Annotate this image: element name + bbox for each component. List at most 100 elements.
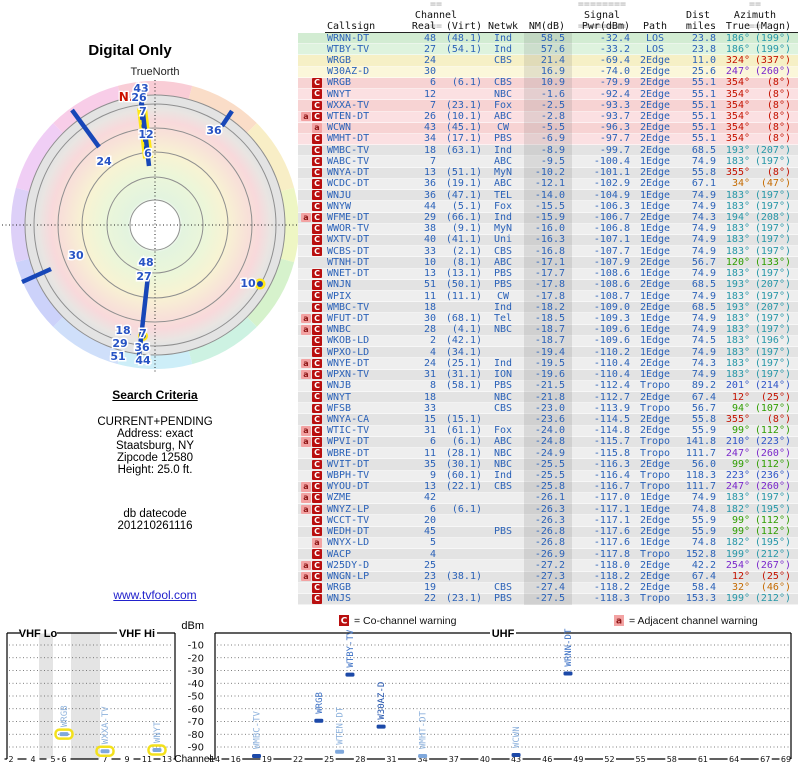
cell-az: 223° bbox=[725, 470, 750, 482]
table-row: C WNJU 36 (47.1) TEL -14.0 -104.9 1Edge 74.9 183°… bbox=[298, 189, 798, 202]
cell-path: 2Edge bbox=[639, 111, 671, 123]
station-bar bbox=[511, 753, 521, 758]
cell-nm: -15.9 bbox=[524, 212, 572, 224]
co-channel-badge: C bbox=[312, 493, 322, 503]
cell-mag: (107°) bbox=[754, 402, 791, 414]
col-true: True bbox=[725, 21, 750, 32]
rim-sector bbox=[53, 316, 122, 365]
cell-pwr: -92.4 bbox=[599, 88, 630, 100]
cell-pwr: -117.6 bbox=[593, 526, 630, 538]
cell-az: 247° bbox=[725, 447, 750, 459]
cell-az: 182° bbox=[725, 537, 750, 549]
cell-az: 247° bbox=[725, 66, 750, 78]
cell-real: 18 bbox=[423, 301, 436, 313]
cell-nm: -10.2 bbox=[524, 167, 572, 179]
cell-virt: (63.1) bbox=[445, 144, 482, 156]
cell-pwr: -107.1 bbox=[593, 234, 630, 246]
cell-net: Ind bbox=[493, 301, 513, 313]
radar-channel-label: 12 bbox=[138, 128, 153, 141]
cell-mi: 89.2 bbox=[691, 380, 716, 392]
cell-nm: -17.1 bbox=[524, 256, 572, 269]
cell-pwr: -93.7 bbox=[599, 111, 630, 123]
cell-virt: (19.1) bbox=[445, 178, 482, 190]
cell-call: WRGB bbox=[327, 77, 352, 89]
station-label: WXXA-TV bbox=[101, 706, 111, 745]
radar-channel-label: 7 bbox=[139, 105, 147, 118]
cell-az: 354° bbox=[725, 133, 750, 145]
channel-tick-label: 7 bbox=[102, 755, 107, 764]
cell-mi: 111.7 bbox=[685, 481, 716, 493]
co-channel-badge: C bbox=[312, 89, 322, 99]
cell-pwr: -74.0 bbox=[599, 66, 630, 78]
cell-path: 1Edge bbox=[639, 335, 671, 347]
cell-nm: 16.9 bbox=[524, 66, 572, 78]
cell-pwr: -110.4 bbox=[593, 357, 630, 369]
cell-path: 1Edge bbox=[639, 369, 671, 381]
station-bar bbox=[418, 754, 428, 758]
warning-badges: C bbox=[298, 167, 325, 178]
cell-az: 32° bbox=[731, 582, 750, 594]
cell-net: ION bbox=[493, 369, 513, 381]
cell-net: CBS bbox=[493, 245, 513, 257]
cell-az: 247° bbox=[725, 481, 750, 493]
cell-net: PBS bbox=[493, 268, 513, 280]
cell-path: Tropo bbox=[639, 447, 671, 459]
table-row: C WMHT-DT 34 (17.1) PBS -6.9 -97.7 2Edge 55.1 354… bbox=[298, 133, 798, 146]
cell-pwr: -112.4 bbox=[593, 380, 630, 392]
cell-path: 1Edge bbox=[639, 290, 671, 302]
cell-real: 48 bbox=[423, 32, 436, 44]
co-channel-badge: C bbox=[312, 246, 322, 257]
cell-real: 25 bbox=[423, 559, 436, 571]
table-row: C WFSB 33 CBS -23.0 -113.9 Tropo 56.7 94° (107°) bbox=[298, 402, 798, 415]
cell-az: 193° bbox=[725, 301, 750, 313]
cell-az: 210° bbox=[725, 436, 750, 448]
table-row: a C WNBC 28 (4.1) NBC -18.7 -109.6 1Edge 74.9 183°… bbox=[298, 324, 798, 336]
channel-tick-label: 28 bbox=[355, 755, 365, 764]
cell-mag: (267°) bbox=[754, 559, 791, 571]
cell-mi: 74.9 bbox=[691, 155, 716, 167]
cell-mag: (8°) bbox=[766, 77, 791, 89]
table-row: C WCDC-DT 36 (19.1) ABC -12.1 -102.9 2Edge 67.1 3… bbox=[298, 178, 798, 191]
cell-nm: -16.0 bbox=[524, 223, 572, 235]
cell-path: 2Edge bbox=[639, 122, 671, 134]
cell-pwr: -115.7 bbox=[593, 436, 630, 448]
table-row: C WXXA-TV 7 (23.1) Fox -2.5 -93.3 2Edge 55.1 354°… bbox=[298, 99, 798, 112]
warning-badges: C bbox=[298, 302, 325, 313]
tvfool-link[interactable]: www.tvfool.com bbox=[113, 588, 197, 602]
criteria-address: Address: exact bbox=[116, 428, 194, 440]
cell-az: 182° bbox=[725, 503, 750, 515]
table-row: C WEDH-DT 45 PBS -26.8 -117.6 2Edge 55.9 99° (112… bbox=[298, 526, 798, 538]
cell-real: 40 bbox=[423, 234, 436, 246]
cell-az: 354° bbox=[725, 122, 750, 134]
cell-mag: (195°) bbox=[754, 537, 791, 549]
cell-call: W30AZ-D bbox=[327, 66, 370, 78]
cell-virt: (23.1) bbox=[445, 593, 482, 605]
warning-badges: C bbox=[298, 190, 325, 200]
col-pwr: Pwr(dBm) bbox=[581, 21, 630, 32]
cell-call: WTEN-DT bbox=[327, 111, 370, 123]
cell-mag: (197°) bbox=[754, 346, 791, 358]
adjacent-channel-badge-letter: a bbox=[616, 617, 622, 627]
cell-virt: (11.1) bbox=[445, 290, 482, 302]
cell-nm: -24.8 bbox=[524, 436, 572, 448]
warning-badges: C bbox=[298, 89, 325, 99]
cell-net: Ind bbox=[493, 470, 513, 482]
co-channel-badge: C bbox=[312, 134, 322, 144]
cell-call: WNYA-CA bbox=[327, 413, 370, 425]
cell-mi: 55.1 bbox=[691, 111, 716, 123]
col-netwk: Netwk bbox=[487, 21, 519, 32]
warning-badges: C bbox=[298, 224, 325, 234]
cell-path: 1Edge bbox=[639, 324, 671, 336]
radar-channel-label: 43 bbox=[133, 82, 148, 95]
table-row: a C WPVI-DT 6 (6.1) ABC -24.8 -115.7 Tropo 141.8 2… bbox=[298, 436, 798, 449]
co-channel-badge: C bbox=[312, 212, 322, 223]
cell-pwr: -108.6 bbox=[593, 268, 630, 280]
cell-az: 183° bbox=[725, 492, 750, 504]
pending-highlight bbox=[54, 728, 74, 740]
cell-path: Tropo bbox=[639, 402, 671, 414]
cell-path: 1Edge bbox=[639, 268, 671, 280]
cell-path: 2Edge bbox=[639, 425, 671, 437]
table-row: C WNYA-DT 13 (51.1) MyN -10.2 -101.1 2Edge 55.8 3… bbox=[298, 167, 798, 179]
warning-badges: C bbox=[298, 100, 325, 111]
